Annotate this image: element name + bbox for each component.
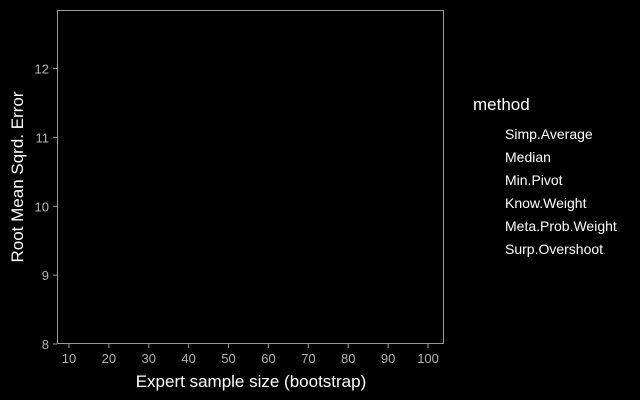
y-tick-label: 8	[42, 337, 49, 352]
x-tick-label: 90	[381, 351, 395, 366]
y-tick-label: 10	[35, 199, 49, 214]
y-tick-label: 11	[36, 130, 50, 145]
x-tick-label: 50	[221, 351, 235, 366]
x-tick-label: 70	[301, 351, 315, 366]
x-tick-label: 60	[261, 351, 275, 366]
legend-entry-label: Surp.Overshoot	[505, 241, 603, 257]
plot-panel	[57, 10, 444, 344]
x-tick-label: 20	[102, 351, 116, 366]
legend-entry-label: Know.Weight	[505, 195, 587, 211]
x-axis-title: Expert sample size (bootstrap)	[136, 372, 367, 391]
x-tick-label: 80	[341, 351, 355, 366]
x-axis: 10 20 30 40 50 60 70 80 90 100	[62, 344, 439, 366]
x-tick-label: 30	[142, 351, 156, 366]
legend: Simp.Average Median Min.Pivot Know.Weight Me…	[505, 126, 617, 257]
legend-entry-label: Median	[505, 149, 551, 165]
y-tick-label: 12	[35, 62, 49, 77]
legend-entry-label: Simp.Average	[505, 126, 593, 142]
x-tick-label: 40	[181, 351, 195, 366]
legend-entry-label: Min.Pivot	[505, 172, 563, 188]
x-tick-label: 10	[62, 351, 76, 366]
y-tick-label: 9	[42, 268, 49, 283]
legend-title: method	[473, 95, 530, 114]
y-axis-title: Root Mean Sqrd. Error	[8, 91, 27, 262]
legend-entry-label: Meta.Prob.Weight	[505, 218, 617, 234]
y-axis: 8 9 10 11 12	[35, 62, 57, 352]
x-tick-label: 100	[417, 351, 439, 366]
